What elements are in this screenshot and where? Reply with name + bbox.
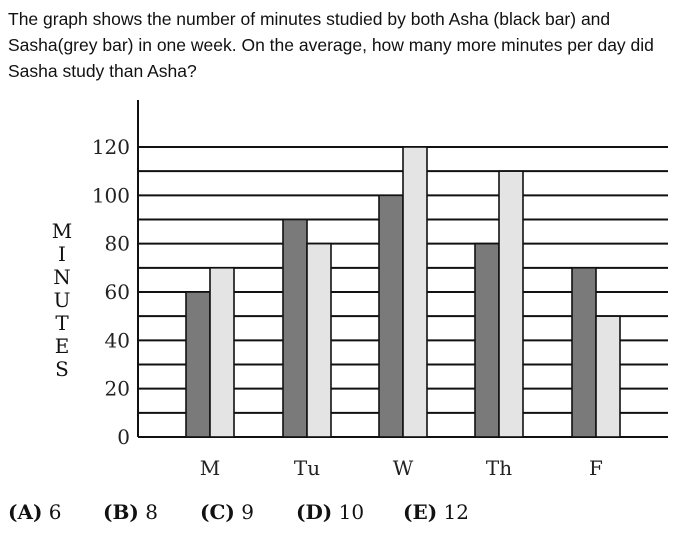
x-tick-label-W: W	[393, 456, 414, 480]
question-line-1: The graph shows the number of minutes st…	[8, 9, 611, 29]
bar-Th-series-2	[498, 170, 524, 438]
bar-F-series-1	[571, 267, 597, 438]
x-tick-label-M: M	[200, 456, 220, 480]
bar-M-series-1	[185, 291, 211, 438]
y-tick-label-20: 20	[105, 377, 130, 401]
choice-letter: (A)	[8, 500, 43, 524]
choice-letter: (E)	[403, 500, 438, 524]
choice-e[interactable]: (E) 12	[403, 500, 469, 524]
bar-Tu-series-1	[282, 218, 308, 438]
choice-value: 9	[234, 500, 254, 524]
y-tick-label-120: 120	[92, 135, 130, 159]
bar-Tu-series-2	[306, 242, 332, 438]
question-line-2: Sasha(grey bar) in one week. On the aver…	[8, 35, 654, 55]
bar-Th-series-1	[474, 242, 500, 438]
bar-W-series-2	[402, 146, 428, 438]
y-axis-label-letter: I	[58, 242, 66, 266]
choice-value: 10	[332, 500, 365, 524]
x-tick-label-Th: Th	[486, 456, 512, 480]
bar-W-series-1	[378, 194, 404, 438]
choice-letter: (B)	[103, 500, 139, 524]
question-text: The graph shows the number of minutes st…	[8, 6, 692, 84]
y-axis-label-letter: N	[53, 265, 71, 289]
x-tick-label-F: F	[589, 456, 603, 480]
y-axis-label-letter: T	[55, 311, 69, 335]
choice-letter: (C)	[200, 500, 235, 524]
choice-c[interactable]: (C) 9	[200, 500, 254, 524]
y-axis-label-letter: S	[55, 357, 69, 381]
choice-d[interactable]: (D) 10	[296, 500, 364, 524]
choice-value: 8	[138, 500, 158, 524]
y-tick-label-40: 40	[105, 328, 130, 352]
y-axis-label-letter: M	[51, 219, 73, 243]
choice-value: 6	[42, 500, 62, 524]
bar-F-series-2	[595, 315, 621, 438]
x-tick-label-Tu: Tu	[294, 456, 320, 480]
question-line-3: Sasha study than Asha?	[8, 61, 197, 81]
choice-value: 12	[437, 500, 469, 524]
y-axis-label-letter: E	[54, 334, 70, 358]
y-axis-label-letter: U	[53, 288, 71, 312]
choice-a[interactable]: (A) 6	[8, 500, 62, 524]
bar-M-series-2	[209, 267, 235, 438]
y-tick-label-0: 0	[117, 425, 130, 449]
y-tick-label-100: 100	[92, 183, 130, 207]
choice-b[interactable]: (B) 8	[103, 500, 158, 524]
y-tick-label-60: 60	[105, 280, 130, 304]
y-tick-label-80: 80	[105, 232, 130, 256]
choice-letter: (D)	[296, 500, 333, 524]
